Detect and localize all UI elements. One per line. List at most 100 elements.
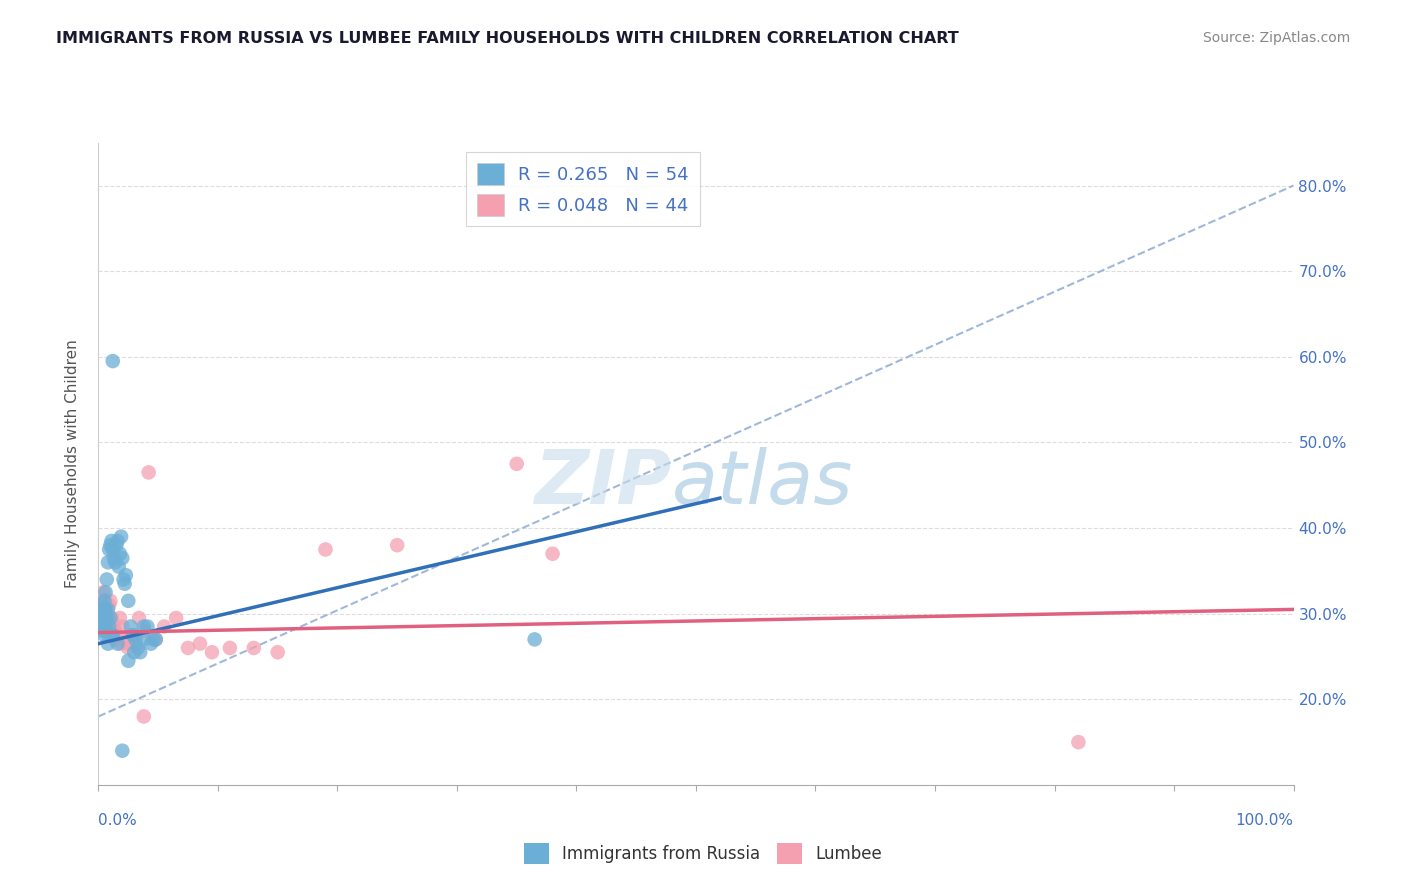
Point — [103, 551, 125, 566]
Point — [107, 637, 129, 651]
Point — [93, 628, 115, 642]
Point — [110, 530, 132, 544]
Point — [105, 538, 128, 552]
Point — [101, 628, 124, 642]
Point — [97, 637, 120, 651]
Point — [243, 640, 266, 655]
Point — [104, 555, 127, 569]
Point — [541, 547, 564, 561]
Legend: Immigrants from Russia, Lumbee: Immigrants from Russia, Lumbee — [517, 837, 889, 871]
Point — [104, 632, 127, 647]
Point — [91, 602, 114, 616]
Point — [145, 632, 167, 647]
Point — [96, 611, 118, 625]
Point — [145, 632, 167, 647]
Text: 100.0%: 100.0% — [1236, 814, 1294, 828]
Point — [128, 611, 150, 625]
Point — [98, 594, 122, 608]
Point — [98, 598, 121, 612]
Point — [90, 611, 112, 625]
Text: ZIP: ZIP — [534, 447, 672, 520]
Point — [108, 547, 131, 561]
Point — [101, 542, 124, 557]
Point — [93, 594, 115, 608]
Point — [132, 624, 155, 638]
Point — [107, 559, 129, 574]
Point — [91, 585, 114, 599]
Point — [201, 645, 224, 659]
Point — [101, 354, 124, 368]
Point — [108, 611, 131, 625]
Point — [117, 640, 139, 655]
Point — [121, 628, 143, 642]
Point — [98, 611, 122, 625]
Point — [96, 624, 118, 638]
Point — [114, 632, 136, 647]
Point — [94, 619, 117, 633]
Point — [142, 632, 165, 647]
Text: 0.0%: 0.0% — [98, 814, 138, 828]
Point — [506, 457, 529, 471]
Point — [117, 654, 139, 668]
Point — [132, 632, 155, 647]
Point — [117, 637, 139, 651]
Point — [114, 576, 136, 591]
Y-axis label: Family Households with Children: Family Households with Children — [65, 340, 80, 588]
Point — [107, 533, 129, 548]
Point — [129, 645, 152, 659]
Point — [124, 637, 146, 651]
Point — [96, 573, 118, 587]
Point — [93, 611, 115, 625]
Point — [100, 611, 122, 625]
Point — [97, 602, 120, 616]
Point — [165, 611, 187, 625]
Point — [101, 619, 124, 633]
Point — [100, 533, 122, 548]
Point — [132, 619, 155, 633]
Text: IMMIGRANTS FROM RUSSIA VS LUMBEE FAMILY HOUSEHOLDS WITH CHILDREN CORRELATION CHA: IMMIGRANTS FROM RUSSIA VS LUMBEE FAMILY … — [56, 31, 959, 46]
Point — [100, 628, 122, 642]
Point — [124, 645, 146, 659]
Point — [127, 640, 149, 655]
Point — [110, 637, 132, 651]
Point — [112, 573, 135, 587]
Point — [153, 619, 176, 633]
Point — [139, 637, 162, 651]
Point — [115, 568, 138, 582]
Point — [124, 632, 146, 647]
Legend: R = 0.265   N = 54, R = 0.048   N = 44: R = 0.265 N = 54, R = 0.048 N = 44 — [465, 152, 700, 227]
Point — [91, 624, 114, 638]
Point — [98, 619, 121, 633]
Point — [94, 624, 117, 638]
Point — [132, 709, 155, 723]
Point — [267, 645, 290, 659]
Point — [315, 542, 337, 557]
Point — [523, 632, 546, 647]
Point — [94, 611, 117, 625]
Point — [91, 619, 114, 633]
Point — [111, 551, 134, 566]
Point — [111, 744, 134, 758]
Point — [94, 602, 117, 616]
Text: atlas: atlas — [672, 447, 853, 519]
Point — [111, 619, 134, 633]
Point — [122, 628, 145, 642]
Point — [1067, 735, 1090, 749]
Point — [97, 611, 120, 625]
Point — [94, 585, 117, 599]
Point — [98, 615, 121, 630]
Point — [94, 602, 117, 616]
Point — [91, 602, 114, 616]
Point — [103, 619, 125, 633]
Point — [219, 640, 242, 655]
Point — [98, 542, 121, 557]
Point — [107, 628, 129, 642]
Point — [136, 619, 159, 633]
Point — [177, 640, 200, 655]
Point — [138, 466, 160, 480]
Point — [188, 637, 211, 651]
Point — [97, 555, 120, 569]
Point — [117, 594, 139, 608]
Point — [385, 538, 409, 552]
Point — [91, 619, 114, 633]
